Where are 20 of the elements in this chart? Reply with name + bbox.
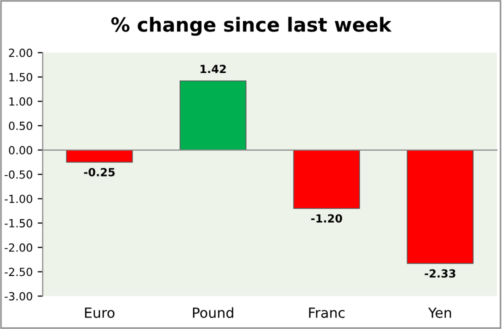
- y-tick-label: -3.00: [4, 292, 32, 300]
- x-tick-label: Euro: [85, 308, 114, 318]
- y-tick-label: -1.00: [4, 194, 32, 204]
- x-tick-label: Yen: [428, 308, 452, 318]
- y-tick-label: 0.50: [8, 122, 32, 130]
- y-tick-label: 0.00: [8, 146, 32, 154]
- y-tick-label: -1.50: [4, 219, 32, 228]
- data-label: -1.20: [311, 214, 342, 223]
- x-tick-label: Franc: [309, 308, 345, 318]
- y-tick-label: -0.50: [4, 170, 32, 179]
- chart-title: % change since last week: [111, 16, 392, 36]
- y-tick-label: -2.50: [4, 268, 32, 276]
- data-label: -2.33: [424, 269, 456, 278]
- y-tick-label: 1.50: [9, 72, 32, 82]
- x-tick-label: Pound: [193, 307, 234, 318]
- data-label: -0.25: [84, 168, 115, 176]
- data-label: 1.42: [200, 64, 226, 74]
- y-tick-label: 2.00: [9, 48, 32, 58]
- y-tick-label: -2.00: [4, 243, 32, 252]
- y-tick-label: 1.00: [9, 97, 32, 106]
